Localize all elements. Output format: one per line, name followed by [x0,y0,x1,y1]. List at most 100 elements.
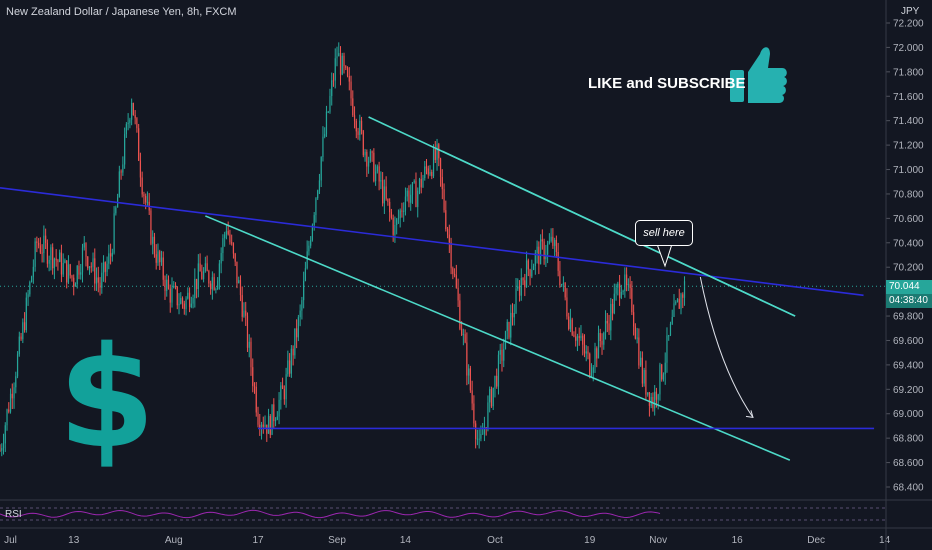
candle-body [478,438,480,440]
thumbs-up-icon [730,47,787,103]
candle-body [160,257,163,263]
candle-body [38,242,40,246]
candle-body [390,212,393,218]
candle-body [101,272,103,288]
rsi-label[interactable]: RSI [5,509,22,520]
channel-lower [205,215,791,461]
time-tick-label: 14 [879,535,891,546]
candle-body [185,298,187,309]
candle-body [69,264,71,276]
candle-body [453,273,456,276]
candle-body [78,265,80,275]
candle-body [631,288,633,313]
candle-body [483,427,486,434]
candle-body [499,349,501,355]
candle-body [269,416,271,435]
candle-body [424,166,426,178]
candle-body [304,268,307,281]
candle-body [360,120,363,132]
candle-body [227,231,229,235]
candle-body [655,391,658,400]
candle-body [190,303,192,308]
candle-body [506,321,508,332]
candle-body [62,262,64,275]
candle-body [668,335,670,337]
candle-body [239,280,242,296]
candle-body [443,189,445,211]
candle-body [627,284,629,286]
candle-body [87,256,89,269]
candle-body [222,238,224,254]
candle-body [210,283,212,290]
candle-body [53,258,56,269]
candle-body [562,282,565,284]
price-tick-label: 68.400 [893,483,924,494]
candle-body [611,303,614,314]
candle-body [66,260,68,283]
candle-body [283,388,285,400]
candle-body [550,236,552,242]
candle-body [22,322,24,340]
time-axis[interactable]: Jul 13 Aug 17 Sep 14 Oct 19 Nov 16 Dec 14 [4,535,890,546]
callout-pointer [656,243,673,268]
candle-body [446,229,449,235]
candle-body [134,115,136,119]
price-tick-label: 69.200 [893,385,924,396]
candle-body [373,152,375,182]
candle-body [587,351,589,354]
candle-body [73,277,75,287]
candle-body [231,242,233,244]
candle-body [346,67,349,76]
candle-body [461,328,463,335]
candle-body [155,254,157,263]
candle-body [146,201,149,203]
candle-body [582,335,584,345]
candle-body [559,270,561,286]
candle-body [683,281,686,298]
price-tick-label: 71.800 [893,67,924,78]
candle-body [4,425,6,444]
candle-body [97,277,99,283]
candle-body [580,335,582,339]
price-tick-label: 69.400 [893,360,924,371]
candle-body [318,180,321,191]
price-axis[interactable]: 72.200 72.000 71.800 71.600 71.400 71.200 71.0… [886,19,924,494]
candle-body [2,443,5,449]
candle-body [132,102,134,116]
candle-body [46,242,48,264]
candle-body [366,151,368,167]
candle-body [604,320,607,333]
price-tick-label: 70.600 [893,214,924,225]
promo-text: LIKE and SUBSCRIBE [588,75,746,92]
candle-body [378,166,380,182]
candle-body [266,424,268,434]
rsi-pane [0,507,886,521]
candle-body [359,120,361,135]
candle-body [480,433,482,439]
sell-here-callout[interactable]: sell here [635,220,693,246]
candle-body [439,158,442,178]
candle-body [441,177,443,190]
candle-body [625,274,628,285]
candle-body [41,252,43,254]
candle-body [408,190,410,203]
candle-body [16,354,19,377]
candle-body [648,392,651,406]
candle-body [215,288,217,290]
candle-body [353,115,356,122]
candle-body [301,300,303,311]
candle-body [162,257,164,280]
candle-body [640,357,642,366]
candle-body [50,247,52,260]
candle-body [482,433,484,435]
candle-body [30,276,33,283]
candle-body [183,303,185,309]
candle-body [109,253,112,257]
candle-body [489,389,491,403]
candle-body [338,53,340,57]
candle-body [315,198,317,216]
candle-body [167,279,170,289]
candle-body [536,246,538,253]
candle-body [601,341,603,345]
